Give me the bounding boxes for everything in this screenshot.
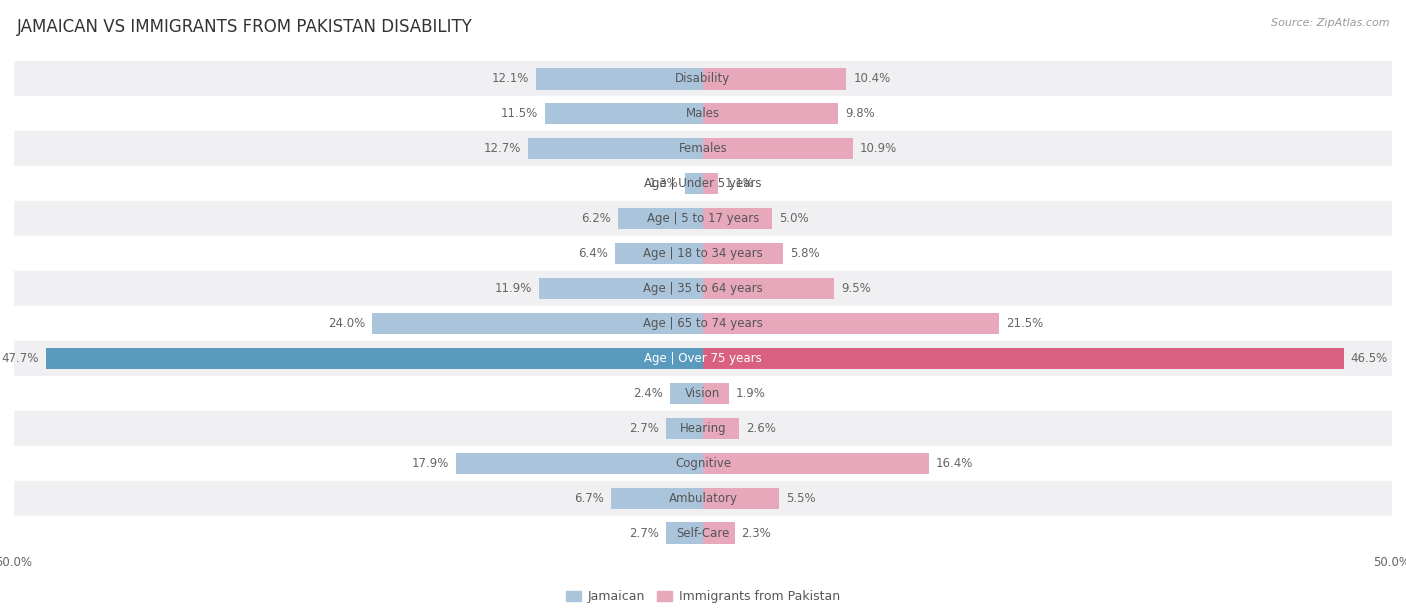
Bar (14, 166, 1392, 201)
Text: Cognitive: Cognitive (675, 457, 731, 470)
Text: 2.4%: 2.4% (633, 387, 664, 400)
Bar (703, 243, 783, 264)
Bar (46, 348, 703, 369)
Text: 9.5%: 9.5% (841, 282, 870, 295)
Text: 9.8%: 9.8% (845, 107, 875, 120)
Bar (14, 201, 1392, 236)
Bar (544, 103, 703, 124)
Text: 2.3%: 2.3% (741, 527, 772, 540)
Bar (703, 382, 730, 405)
Bar (703, 173, 718, 195)
Bar (14, 411, 1392, 446)
Text: Age | Under 5 years: Age | Under 5 years (644, 177, 762, 190)
Bar (14, 481, 1392, 516)
Bar (529, 138, 703, 160)
Bar (610, 488, 703, 509)
Bar (703, 452, 929, 474)
Text: 24.0%: 24.0% (328, 317, 366, 330)
Bar (14, 376, 1392, 411)
Bar (617, 207, 703, 230)
Text: Hearing: Hearing (679, 422, 727, 435)
Bar (14, 446, 1392, 481)
Text: 10.9%: 10.9% (860, 142, 897, 155)
Bar (373, 313, 703, 334)
Text: 11.5%: 11.5% (501, 107, 537, 120)
Bar (703, 523, 735, 544)
Bar (703, 417, 738, 439)
Bar (457, 452, 703, 474)
Bar (14, 306, 1392, 341)
Text: 21.5%: 21.5% (1007, 317, 1043, 330)
Bar (538, 278, 703, 299)
Bar (703, 68, 846, 89)
Text: Age | 35 to 64 years: Age | 35 to 64 years (643, 282, 763, 295)
Text: 47.7%: 47.7% (1, 352, 39, 365)
Bar (666, 523, 703, 544)
Text: 16.4%: 16.4% (936, 457, 973, 470)
Text: 10.4%: 10.4% (853, 72, 890, 85)
Text: JAMAICAN VS IMMIGRANTS FROM PAKISTAN DISABILITY: JAMAICAN VS IMMIGRANTS FROM PAKISTAN DIS… (17, 18, 472, 36)
Bar (14, 516, 1392, 551)
Legend: Jamaican, Immigrants from Pakistan: Jamaican, Immigrants from Pakistan (561, 585, 845, 608)
Bar (703, 138, 853, 160)
Text: 6.4%: 6.4% (578, 247, 607, 260)
Bar (669, 382, 703, 405)
Text: Source: ZipAtlas.com: Source: ZipAtlas.com (1271, 18, 1389, 28)
Bar (14, 341, 1392, 376)
Text: Self-Care: Self-Care (676, 527, 730, 540)
Text: Males: Males (686, 107, 720, 120)
Text: 1.3%: 1.3% (648, 177, 678, 190)
Text: 11.9%: 11.9% (495, 282, 531, 295)
Text: Age | Over 75 years: Age | Over 75 years (644, 352, 762, 365)
Bar (14, 236, 1392, 271)
Text: 12.7%: 12.7% (484, 142, 522, 155)
Bar (703, 278, 834, 299)
Text: 5.0%: 5.0% (779, 212, 808, 225)
Bar (703, 488, 779, 509)
Text: 2.7%: 2.7% (628, 527, 659, 540)
Text: 5.5%: 5.5% (786, 492, 815, 505)
Bar (536, 68, 703, 89)
Bar (14, 131, 1392, 166)
Text: 17.9%: 17.9% (412, 457, 450, 470)
Bar (614, 243, 703, 264)
Bar (14, 271, 1392, 306)
Text: Females: Females (679, 142, 727, 155)
Text: Ambulatory: Ambulatory (668, 492, 738, 505)
Bar (703, 207, 772, 230)
Text: 5.8%: 5.8% (790, 247, 820, 260)
Bar (703, 103, 838, 124)
Bar (703, 313, 1000, 334)
Bar (14, 61, 1392, 96)
Text: 46.5%: 46.5% (1351, 352, 1388, 365)
Text: Age | 18 to 34 years: Age | 18 to 34 years (643, 247, 763, 260)
Text: Age | 65 to 74 years: Age | 65 to 74 years (643, 317, 763, 330)
Text: 1.9%: 1.9% (737, 387, 766, 400)
Text: 2.7%: 2.7% (628, 422, 659, 435)
Bar (666, 417, 703, 439)
Text: 12.1%: 12.1% (492, 72, 530, 85)
Text: 2.6%: 2.6% (745, 422, 776, 435)
Text: 1.1%: 1.1% (725, 177, 755, 190)
Bar (685, 173, 703, 195)
Text: 6.7%: 6.7% (574, 492, 603, 505)
Text: 6.2%: 6.2% (581, 212, 610, 225)
Text: Age | 5 to 17 years: Age | 5 to 17 years (647, 212, 759, 225)
Text: Vision: Vision (685, 387, 721, 400)
Bar (703, 348, 1344, 369)
Bar (14, 96, 1392, 131)
Text: Disability: Disability (675, 72, 731, 85)
